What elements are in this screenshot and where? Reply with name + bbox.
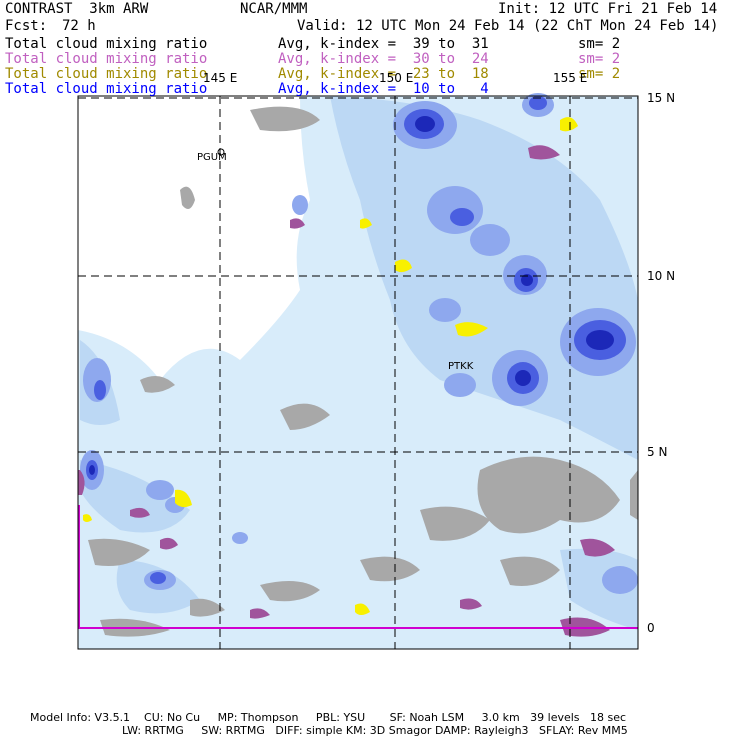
- cloud-core-layer: [89, 116, 614, 475]
- field-stat-4: Avg, k-index = 10 to 4: [278, 81, 489, 97]
- field-name-3: Total cloud mixing ratio: [5, 66, 208, 82]
- field-stat-3: Avg, k-index = 23 to 18: [278, 66, 489, 82]
- fcst-value: 72 h: [62, 18, 96, 34]
- field-name-4: Total cloud mixing ratio: [5, 81, 208, 97]
- valid-time: Valid: 12 UTC Mon 24 Feb 14 (22 ChT Mon …: [297, 18, 719, 34]
- field-sm-2: sm= 2: [578, 51, 621, 67]
- yellow-cloud-layer: [83, 117, 578, 615]
- field-stat-1: Avg, k-index = 39 to 31: [278, 36, 489, 52]
- field-name-2: Total cloud mixing ratio: [5, 51, 208, 67]
- field-sm-3: sm= 2: [578, 66, 621, 82]
- fcst-label: Fcst:: [5, 18, 48, 34]
- field-sm-1: sm= 2: [578, 36, 621, 52]
- lon-label-155e: 155 E: [553, 71, 588, 85]
- lat-label-5n: 5 N: [647, 445, 668, 459]
- init-time: Init: 12 UTC Fri 21 Feb 14: [498, 1, 718, 17]
- org-label: NCAR/MMM: [240, 1, 308, 17]
- product-title: CONTRAST 3km ARW: [5, 1, 149, 17]
- lat-label-10n: 10 N: [647, 269, 676, 283]
- model-info-line1: Model Info: V3.5.1 CU: No Cu MP: Thompso…: [30, 711, 627, 724]
- field-stat-2: Avg, k-index = 30 to 24: [278, 51, 489, 67]
- station-pgum: PGUM: [197, 152, 227, 163]
- lon-label-150e: 150 E: [379, 71, 414, 85]
- graticule: [78, 96, 638, 649]
- lat-label-equator: 0: [647, 621, 655, 635]
- map-frame: [77, 95, 639, 650]
- land-layer: [88, 106, 638, 637]
- pgum-marker: [217, 148, 225, 156]
- model-info-line2: LW: RRTMG SW: RRTMG DIFF: simple KM: 3D …: [122, 724, 628, 737]
- lat-label-15n: 15 N: [647, 91, 676, 105]
- lon-label-145e: 145 E: [203, 71, 238, 85]
- station-ptkk: PTKK: [448, 361, 474, 372]
- field-name-1: Total cloud mixing ratio: [5, 36, 208, 52]
